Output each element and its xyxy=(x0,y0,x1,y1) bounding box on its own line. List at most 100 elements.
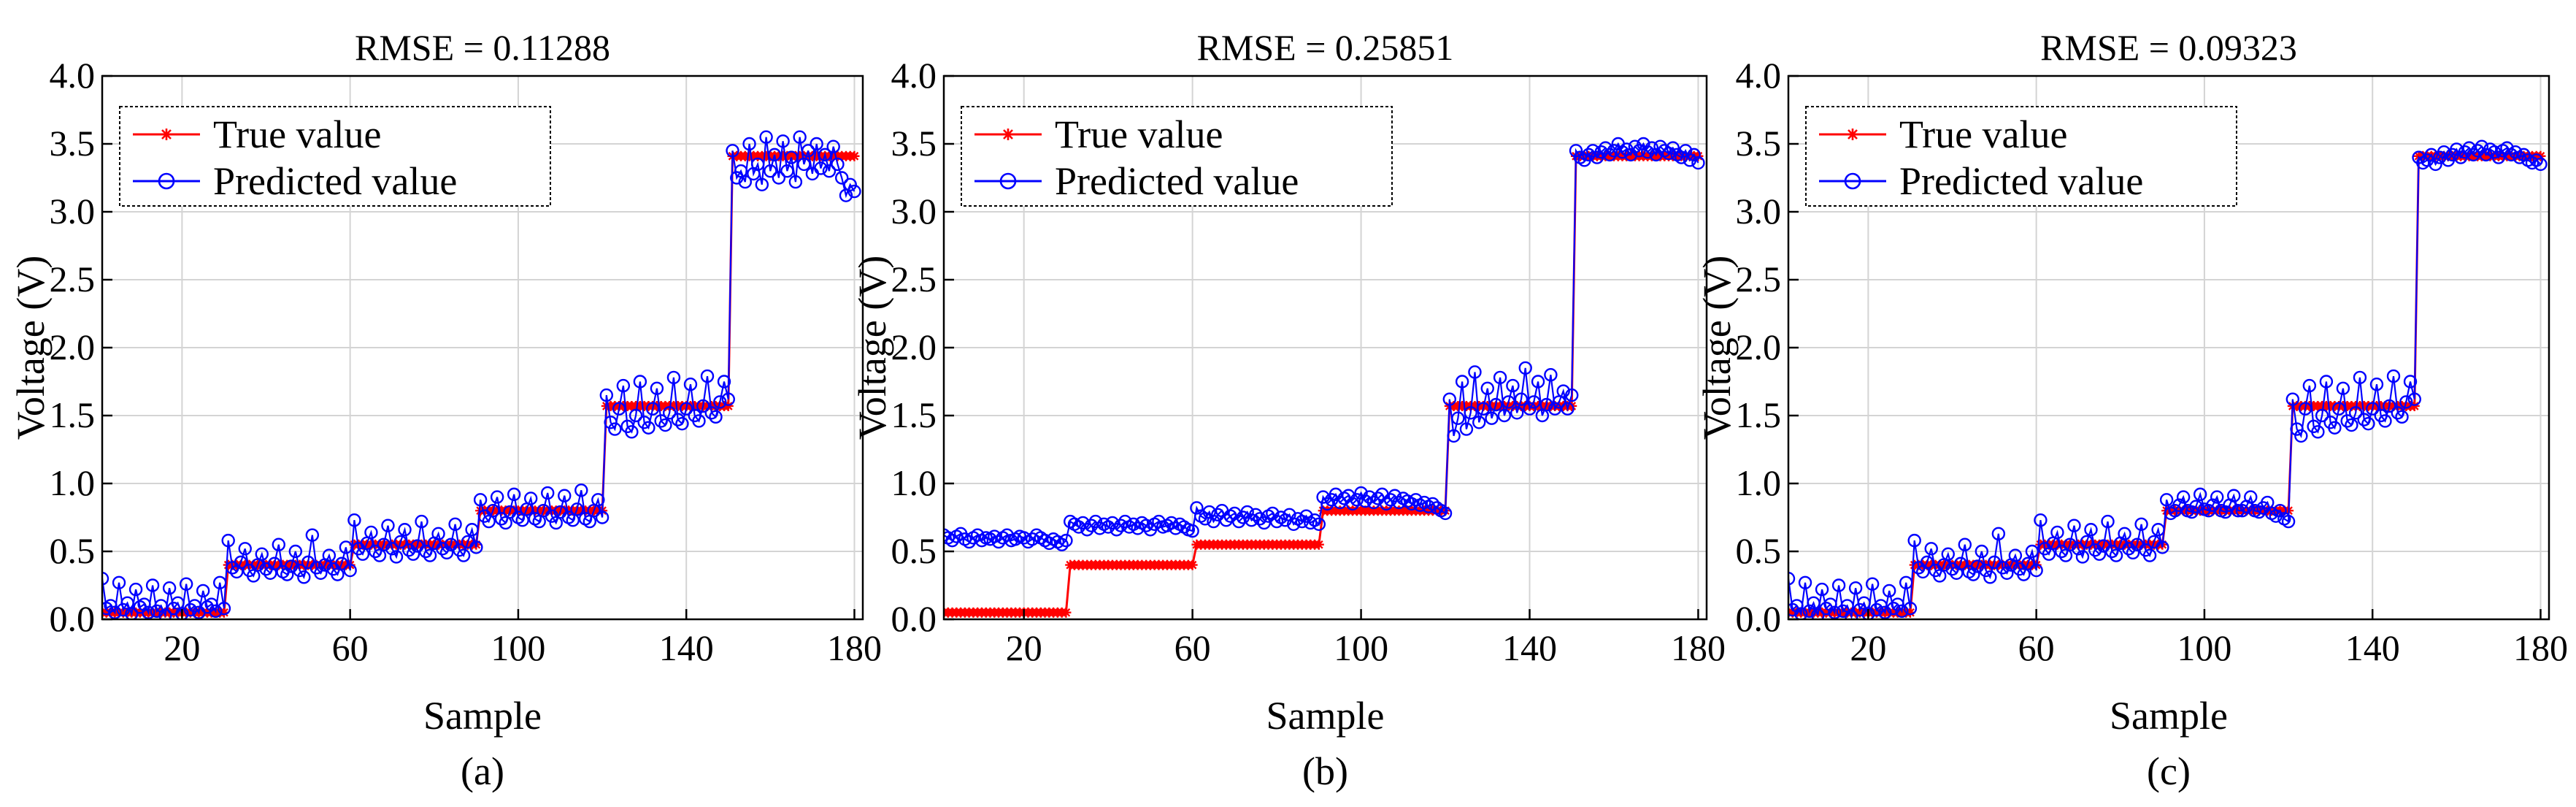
data-point xyxy=(1350,493,1364,507)
data-point xyxy=(1649,148,1663,162)
legend-marker-icon xyxy=(1002,129,1014,140)
data-point xyxy=(2080,535,2094,549)
data-point xyxy=(2369,378,2384,391)
x-tick-label: 60 xyxy=(332,627,369,668)
data-point xyxy=(1489,397,1503,412)
data-point xyxy=(116,603,130,617)
data-point xyxy=(1320,497,1334,511)
data-point xyxy=(1316,490,1330,504)
data-point xyxy=(810,137,823,151)
y-tick-label: 1.0 xyxy=(1736,462,1782,503)
data-point xyxy=(1447,429,1461,443)
data-point xyxy=(962,535,976,549)
data-point xyxy=(2357,413,2371,427)
data-point xyxy=(490,490,504,504)
data-point xyxy=(1442,392,1457,406)
data-point xyxy=(104,599,118,613)
panel-caption: (b) xyxy=(1302,749,1348,793)
data-point xyxy=(1354,486,1368,500)
data-point xyxy=(1891,597,1904,611)
data-point xyxy=(1815,582,1829,597)
data-point xyxy=(389,550,404,564)
series-predicted-value xyxy=(1788,139,2548,619)
y-tick-label: 0.5 xyxy=(891,530,937,571)
data-point xyxy=(717,375,731,389)
data-point xyxy=(162,581,177,595)
data-point xyxy=(2366,402,2380,416)
y-tick-label: 2.5 xyxy=(891,259,937,299)
data-point xyxy=(2156,540,2169,554)
data-point xyxy=(1594,145,1608,159)
data-point xyxy=(608,422,622,436)
data-point xyxy=(776,134,790,148)
data-point xyxy=(1640,145,1655,159)
data-point xyxy=(2159,493,2174,507)
data-point xyxy=(558,489,572,502)
data-point xyxy=(2361,416,2375,431)
data-point xyxy=(1585,144,1600,158)
data-point xyxy=(793,130,807,144)
data-point xyxy=(1811,608,1825,619)
data-point xyxy=(158,608,172,619)
data-point xyxy=(255,547,269,561)
data-point xyxy=(137,597,151,611)
data-point xyxy=(2025,544,2039,559)
legend-label: Predicted value xyxy=(1899,159,2143,203)
data-point xyxy=(1903,601,1918,616)
data-point xyxy=(1531,375,1545,389)
data-point xyxy=(1693,150,1704,161)
data-point xyxy=(1666,141,1680,155)
data-point xyxy=(2109,548,2123,562)
data-point xyxy=(2500,141,2514,155)
y-tick-label: 0.5 xyxy=(50,530,96,571)
data-point xyxy=(339,540,353,554)
data-point xyxy=(1975,544,1989,559)
data-point xyxy=(1342,489,1356,502)
data-point xyxy=(1958,538,1972,551)
series-predicted-value xyxy=(944,137,1705,551)
data-point xyxy=(723,400,734,411)
data-point xyxy=(1794,607,1808,619)
legend-item-predicted-value: Predicted value xyxy=(974,159,1299,203)
data-point xyxy=(112,575,126,589)
data-point xyxy=(1139,519,1153,532)
data-point xyxy=(238,542,252,556)
data-point xyxy=(1788,572,1796,586)
data-point xyxy=(1055,538,1069,551)
data-point xyxy=(2345,418,2358,432)
data-point xyxy=(797,157,811,172)
data-point xyxy=(1523,402,1537,416)
data-point xyxy=(1493,370,1507,385)
data-point xyxy=(1017,531,1031,545)
data-point xyxy=(1603,148,1617,162)
data-point xyxy=(1966,567,1980,581)
data-point xyxy=(642,421,655,435)
data-point xyxy=(2072,542,2085,556)
chart-title: RMSE = 0.25851 xyxy=(1197,27,1454,68)
legend-label: Predicted value xyxy=(213,159,457,203)
data-point xyxy=(1637,137,1650,151)
data-point xyxy=(2063,538,2077,551)
data-point xyxy=(2210,490,2224,504)
data-point xyxy=(595,510,610,524)
x-tick-label: 180 xyxy=(2513,627,2568,668)
data-point xyxy=(545,509,559,523)
data-point xyxy=(671,413,685,427)
data-point xyxy=(1582,148,1596,162)
y-tick-label: 1.0 xyxy=(891,462,937,503)
data-point xyxy=(704,406,718,420)
data-point xyxy=(835,171,849,185)
data-point xyxy=(2134,517,2148,531)
data-point xyxy=(406,547,420,561)
data-point xyxy=(604,416,618,429)
data-point xyxy=(2000,566,2014,580)
data-point xyxy=(1266,506,1280,521)
data-point xyxy=(2105,544,2119,559)
data-point xyxy=(1464,406,1477,420)
data-point xyxy=(393,535,407,549)
data-point xyxy=(2101,514,2115,529)
data-point xyxy=(849,150,860,161)
data-point xyxy=(1299,509,1313,523)
data-point xyxy=(439,546,454,560)
